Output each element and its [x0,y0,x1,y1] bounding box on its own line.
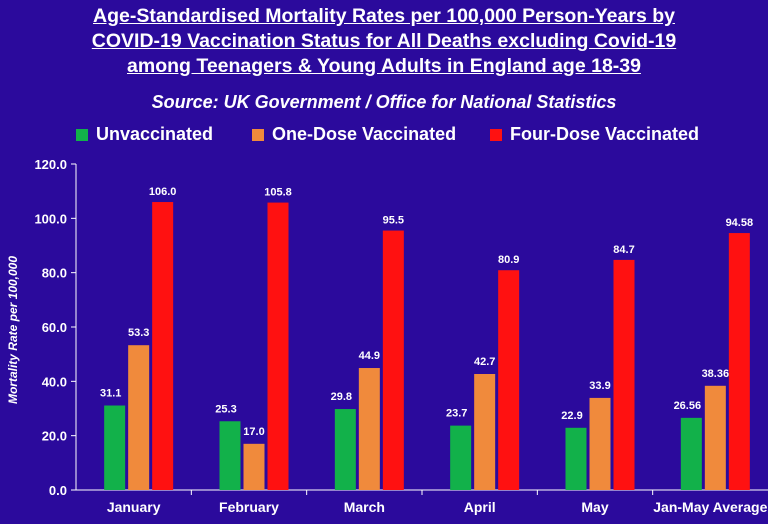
data-label: 29.8 [331,391,352,403]
bar-one-dose-vaccinated [589,397,611,490]
legend-item-unvaccinated: Unvaccinated [76,124,213,145]
y-tick-label: 60.0 [42,320,67,335]
legend-swatch-unvaccinated [76,128,88,141]
data-label: 22.9 [561,410,582,422]
legend-swatch-one-dose [252,128,264,141]
data-label: 80.9 [498,254,519,266]
data-label: 25.3 [215,403,236,415]
x-tick-label: February [219,499,279,515]
data-label: 26.56 [674,400,702,412]
data-label: 33.9 [589,380,610,392]
bar-four-dose-vaccinated [382,230,404,490]
data-label: 31.1 [100,388,121,400]
bar-four-dose-vaccinated [152,202,174,491]
bar-one-dose-vaccinated [243,443,265,490]
x-tick-label: January [107,499,161,515]
legend-swatch-four-dose [490,128,502,141]
y-tick-label: 120.0 [34,157,67,172]
bar-unvaccinated [680,417,702,490]
data-label: 106.0 [149,186,177,198]
legend: Unvaccinated One-Dose Vaccinated Four-Do… [0,124,768,148]
chart-title: Age-Standardised Mortality Rates per 100… [0,4,768,79]
data-label: 84.7 [613,244,634,256]
title-line-3: among Teenagers & Young Adults in Englan… [127,55,641,77]
data-label: 105.8 [264,187,292,199]
bar-four-dose-vaccinated [498,270,520,490]
data-label: 95.5 [383,215,404,227]
data-label: 42.7 [474,356,495,368]
bar-unvaccinated [219,421,241,490]
x-tick-label: May [581,499,608,515]
title-line-2: COVID-19 Vaccination Status for All Deat… [91,30,677,52]
bar-four-dose-vaccinated [613,259,635,490]
bar-unvaccinated [334,409,356,490]
bar-one-dose-vaccinated [704,385,726,490]
legend-label-one-dose: One-Dose Vaccinated [272,124,457,144]
data-label: 44.9 [359,350,380,362]
chart-subtitle: Source: UK Government / Office for Natio… [151,92,617,112]
bar-one-dose-vaccinated [474,373,496,490]
y-tick-label: 40.0 [42,374,67,389]
data-label: 17.0 [243,426,264,438]
data-label: 38.36 [702,368,730,380]
bar-four-dose-vaccinated [267,202,289,490]
title-line-1: Age-Standardised Mortality Rates per 100… [93,5,675,27]
data-label: 94.58 [726,217,754,229]
bar-unvaccinated [104,405,126,490]
bar-unvaccinated [565,427,587,490]
legend-item-four-dose: Four-Dose Vaccinated [490,124,699,145]
bar-one-dose-vaccinated [358,368,380,490]
y-tick-label: 0.0 [49,483,67,498]
bar-one-dose-vaccinated [128,345,150,490]
x-tick-label: April [464,499,496,515]
data-label: 23.7 [446,408,467,420]
y-tick-label: 80.0 [42,266,67,281]
bar-unvaccinated [450,425,472,490]
bar-four-dose-vaccinated [728,233,750,490]
legend-label-unvaccinated: Unvaccinated [96,124,214,144]
data-label: 53.3 [128,327,149,339]
y-tick-label: 100.0 [34,211,67,226]
y-tick-label: 20.0 [42,429,67,444]
x-tick-label: Jan-May Average [653,499,767,515]
legend-label-four-dose: Four-Dose Vaccinated [510,124,700,144]
x-tick-label: March [344,499,385,515]
legend-item-one-dose: One-Dose Vaccinated [252,124,456,145]
